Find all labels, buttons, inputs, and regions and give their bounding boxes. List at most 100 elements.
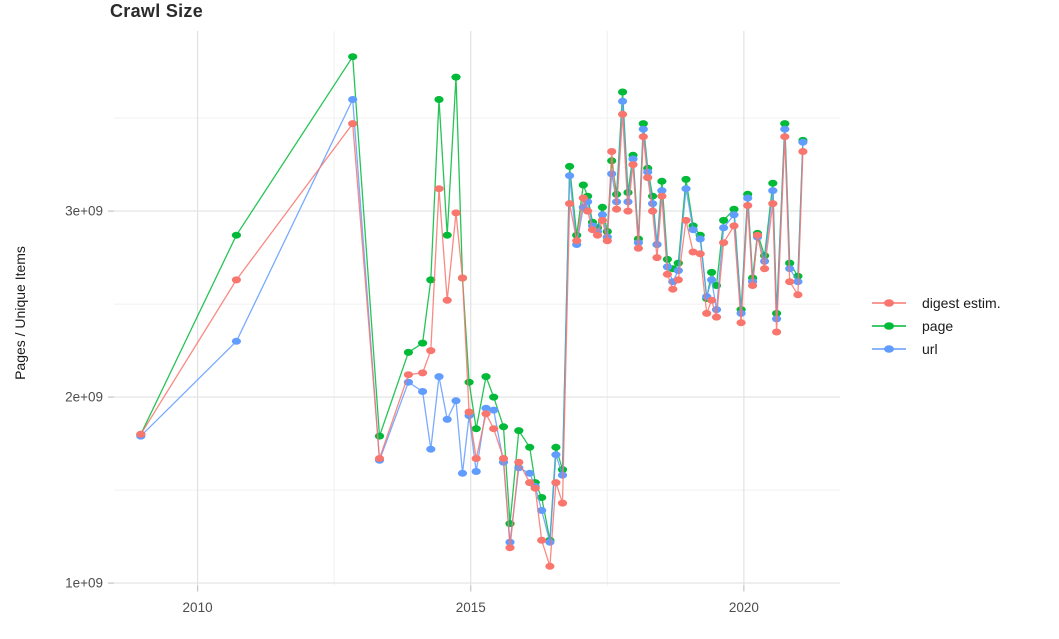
data-point-digest-estim (607, 148, 617, 155)
data-point-digest-estim (565, 200, 575, 208)
data-point-url (348, 96, 358, 103)
data-point-digest-estim (719, 239, 729, 247)
data-point-digest-estim (780, 133, 790, 141)
data-point-url (471, 468, 481, 475)
data-point-page (374, 432, 385, 440)
data-point-page (434, 96, 444, 103)
data-point-digest-estim (348, 120, 358, 128)
data-point-digest-estim (583, 207, 593, 215)
x-tick-label-2010: 2010 (183, 600, 213, 615)
data-point-url (481, 404, 491, 412)
data-point-page (451, 73, 461, 81)
data-point-page (418, 339, 428, 347)
legend-key-page-icon (872, 321, 906, 330)
series-points-url (136, 96, 808, 546)
data-point-digest-estim (793, 291, 803, 299)
data-point-url (537, 507, 547, 514)
data-point-url (652, 241, 662, 248)
data-point-page (638, 120, 648, 128)
data-point-page (618, 88, 628, 96)
legend: digest estim. page url (870, 291, 1001, 360)
data-point-digest-estim (557, 499, 568, 507)
data-point-digest-estim (638, 133, 648, 141)
legend-label-digest-estim: digest estim. (922, 294, 1001, 311)
data-point-digest-estim (471, 455, 481, 462)
data-point-digest-estim (545, 562, 555, 570)
data-point-digest-estim (551, 479, 561, 487)
data-point-digest-estim (711, 313, 722, 321)
data-point-url (597, 211, 608, 219)
data-point-digest-estim (231, 276, 241, 284)
data-point-digest-estim (514, 458, 524, 466)
legend-label-url: url (922, 340, 938, 357)
data-point-url (565, 172, 575, 180)
data-point-url (628, 155, 638, 163)
data-point-page (597, 203, 608, 211)
chart-title: Crawl Size (110, 1, 204, 21)
data-point-digest-estim (592, 231, 603, 239)
data-point-digest-estim (434, 185, 444, 193)
data-point-url (768, 187, 778, 195)
x-tick-label-2020: 2020 (729, 600, 759, 615)
data-point-page (514, 427, 524, 435)
data-point-digest-estim (481, 410, 491, 418)
data-point-url (525, 469, 535, 477)
data-point-digest-estim (451, 209, 461, 217)
y-tick-label-3e+09: 3e+09 (65, 204, 103, 219)
data-point-digest-estim (602, 237, 612, 245)
data-point-digest-estim (489, 425, 499, 433)
data-point-digest-estim (498, 455, 509, 462)
data-point-digest-estim (760, 265, 770, 273)
data-point-url (729, 211, 739, 219)
data-point-page (537, 494, 547, 501)
data-point-digest-estim (743, 202, 753, 209)
data-point-digest-estim (657, 192, 667, 200)
data-point-digest-estim (652, 254, 662, 262)
data-point-url (618, 97, 628, 105)
data-point-digest-estim (525, 479, 535, 487)
data-point-url (426, 445, 436, 453)
data-point-url (451, 397, 461, 405)
data-point-digest-estim (587, 226, 598, 234)
data-point-page (525, 443, 535, 451)
data-point-digest-estim (457, 274, 468, 282)
data-point-digest-estim (798, 148, 808, 155)
data-point-digest-estim (612, 205, 622, 213)
data-point-page (565, 162, 575, 170)
data-point-digest-estim (768, 200, 778, 208)
data-point-digest-estim (673, 276, 683, 284)
data-point-url (489, 406, 499, 414)
data-point-digest-estim (418, 369, 428, 377)
data-point-url (551, 451, 561, 459)
data-point-url (557, 471, 568, 479)
legend-item-digest-estim: digest estim. (870, 291, 1001, 314)
data-point-url (607, 170, 617, 178)
data-point-url (707, 276, 717, 284)
data-point-digest-estim (572, 237, 582, 245)
data-point-digest-estim (597, 216, 608, 224)
data-point-page (578, 181, 588, 189)
data-point-url (457, 469, 468, 477)
data-point-page (464, 378, 474, 386)
data-point-page (481, 373, 491, 381)
data-point-page (231, 231, 241, 239)
data-point-digest-estim (695, 250, 705, 258)
data-point-url (657, 187, 667, 195)
data-point-digest-estim (702, 309, 712, 317)
data-point-page (719, 216, 729, 224)
x-tick-label-2015: 2015 (456, 600, 486, 615)
legend-label-page: page (922, 317, 954, 334)
data-point-page (471, 425, 481, 433)
data-point-digest-estim (681, 216, 691, 224)
data-point-digest-estim (752, 231, 763, 239)
data-point-url (545, 538, 555, 546)
data-point-digest-estim (618, 110, 628, 118)
data-point-digest-estim (530, 484, 540, 492)
data-point-page (403, 348, 413, 356)
data-point-url (681, 185, 691, 193)
data-point-url (798, 138, 808, 146)
data-point-page (707, 268, 717, 276)
data-point-url (418, 388, 428, 395)
